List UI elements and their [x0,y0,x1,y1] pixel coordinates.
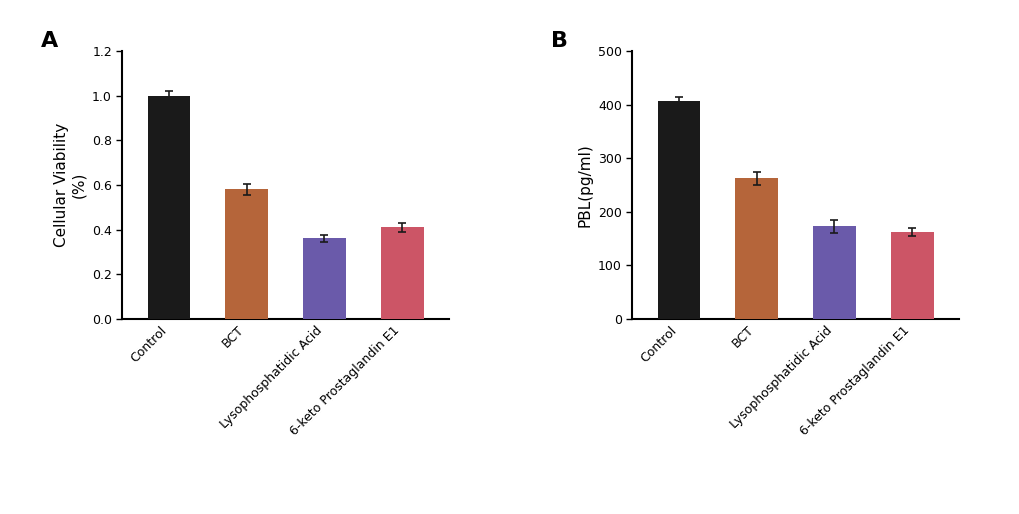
Bar [148,96,191,319]
Bar [812,226,855,319]
Text: B: B [550,31,568,51]
Bar [225,190,268,319]
Bar [890,232,932,319]
Bar [303,238,345,319]
Text: A: A [41,31,58,51]
Bar [735,178,777,319]
Bar [380,227,423,319]
Y-axis label: PBL(pg/ml): PBL(pg/ml) [577,143,592,227]
Y-axis label: Cellular Viability
(%): Cellular Viability (%) [54,123,87,247]
Bar [657,101,700,319]
